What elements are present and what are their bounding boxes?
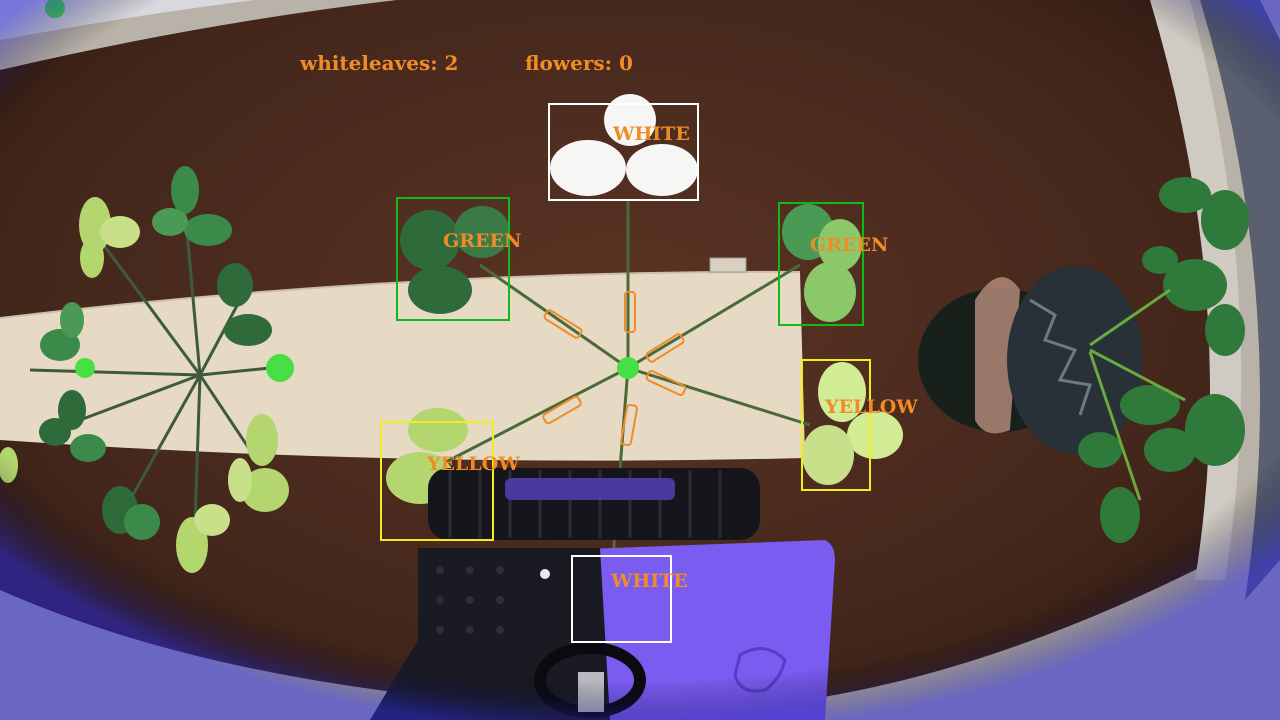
detection-box-green-left — [396, 197, 510, 321]
whiteleaves-counter: whiteleaves: 2 — [300, 51, 459, 75]
flowers-counter: flowers: 0 — [525, 51, 633, 75]
detection-box-white-bottom — [571, 555, 672, 643]
detection-label-white-bottom: WHITE — [611, 570, 688, 592]
detection-box-green-right — [778, 202, 864, 326]
detection-label-green-right: GREEN — [810, 234, 889, 256]
detection-box-white-top — [548, 103, 699, 201]
detection-box-yellow-left — [380, 421, 494, 541]
detection-label-green-left: GREEN — [443, 230, 522, 252]
detection-label-yellow-right: YELLOW — [825, 396, 918, 418]
detection-label-yellow-left: YELLOW — [427, 453, 520, 475]
detection-box-yellow-right — [801, 359, 871, 491]
detection-label-white-top: WHITE — [613, 123, 690, 145]
